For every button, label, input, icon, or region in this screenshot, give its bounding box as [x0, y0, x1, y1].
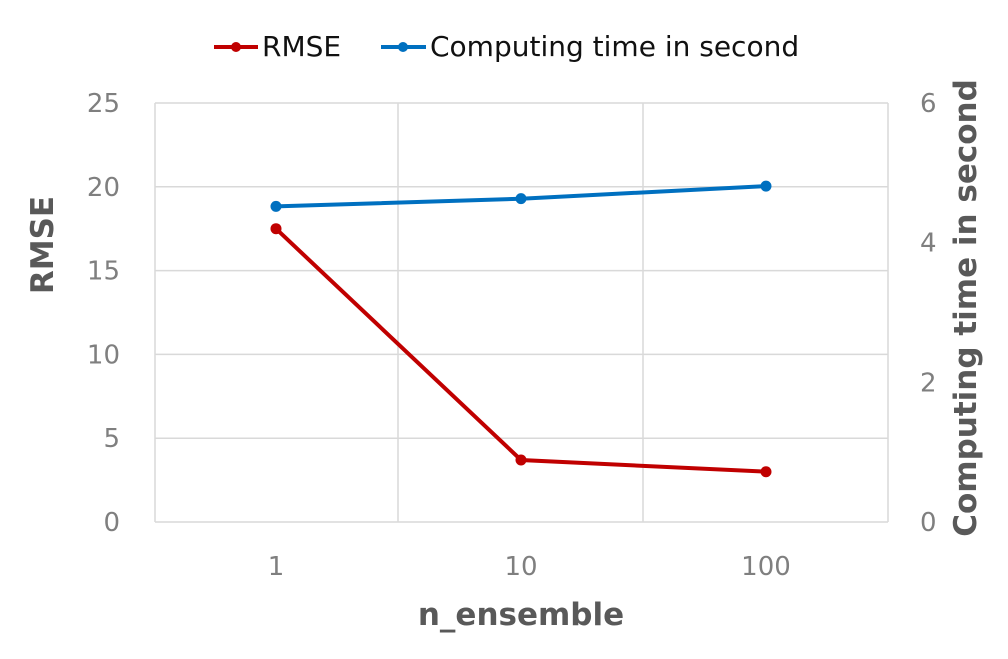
- y2-tick-label: 4: [920, 229, 937, 259]
- rmse-point: [515, 454, 527, 466]
- y-axis-title: RMSE: [25, 196, 61, 294]
- y2-tick-label: 0: [920, 508, 937, 538]
- points-layer: [270, 180, 772, 478]
- y-tick-label: 5: [103, 424, 120, 454]
- y-tick-label: 25: [87, 89, 120, 119]
- x-tick-label: 1: [268, 552, 285, 582]
- legend-label-computing-time: Computing time in second: [430, 30, 799, 63]
- y-tick-label: 10: [87, 340, 120, 370]
- legend-swatch-rmse-marker: [231, 42, 241, 52]
- y-tick-label: 15: [87, 257, 120, 287]
- computing-time-point: [270, 200, 282, 212]
- rmse-point: [760, 466, 772, 478]
- rmse-point: [270, 223, 282, 235]
- legend-item-rmse: RMSE: [214, 30, 341, 63]
- legend-label-rmse: RMSE: [262, 30, 341, 63]
- y-tick-label: 0: [103, 508, 120, 538]
- computing-time-point: [760, 180, 772, 192]
- legend: RMSE Computing time in second: [214, 30, 799, 63]
- y2-tick-label: 6: [920, 89, 937, 119]
- x-axis-title: n_ensemble: [418, 597, 624, 633]
- x-tick-label: 10: [504, 552, 537, 582]
- rmse-series-line: [274, 227, 767, 474]
- computing-time-point: [515, 193, 527, 205]
- y2-tick-label: 2: [920, 368, 937, 398]
- x-tick-label: 100: [741, 552, 791, 582]
- series-layer: [274, 184, 767, 474]
- gridlines: [154, 102, 889, 522]
- tick-labels: 0 5 10 15 20 25 0 2 4 6 1 10 100: [87, 89, 937, 582]
- y-tick-label: 20: [87, 173, 120, 203]
- y2-axis-title: Computing time in second: [948, 79, 984, 537]
- legend-swatch-computing-time-marker: [398, 42, 408, 52]
- legend-item-computing-time: Computing time in second: [381, 30, 799, 63]
